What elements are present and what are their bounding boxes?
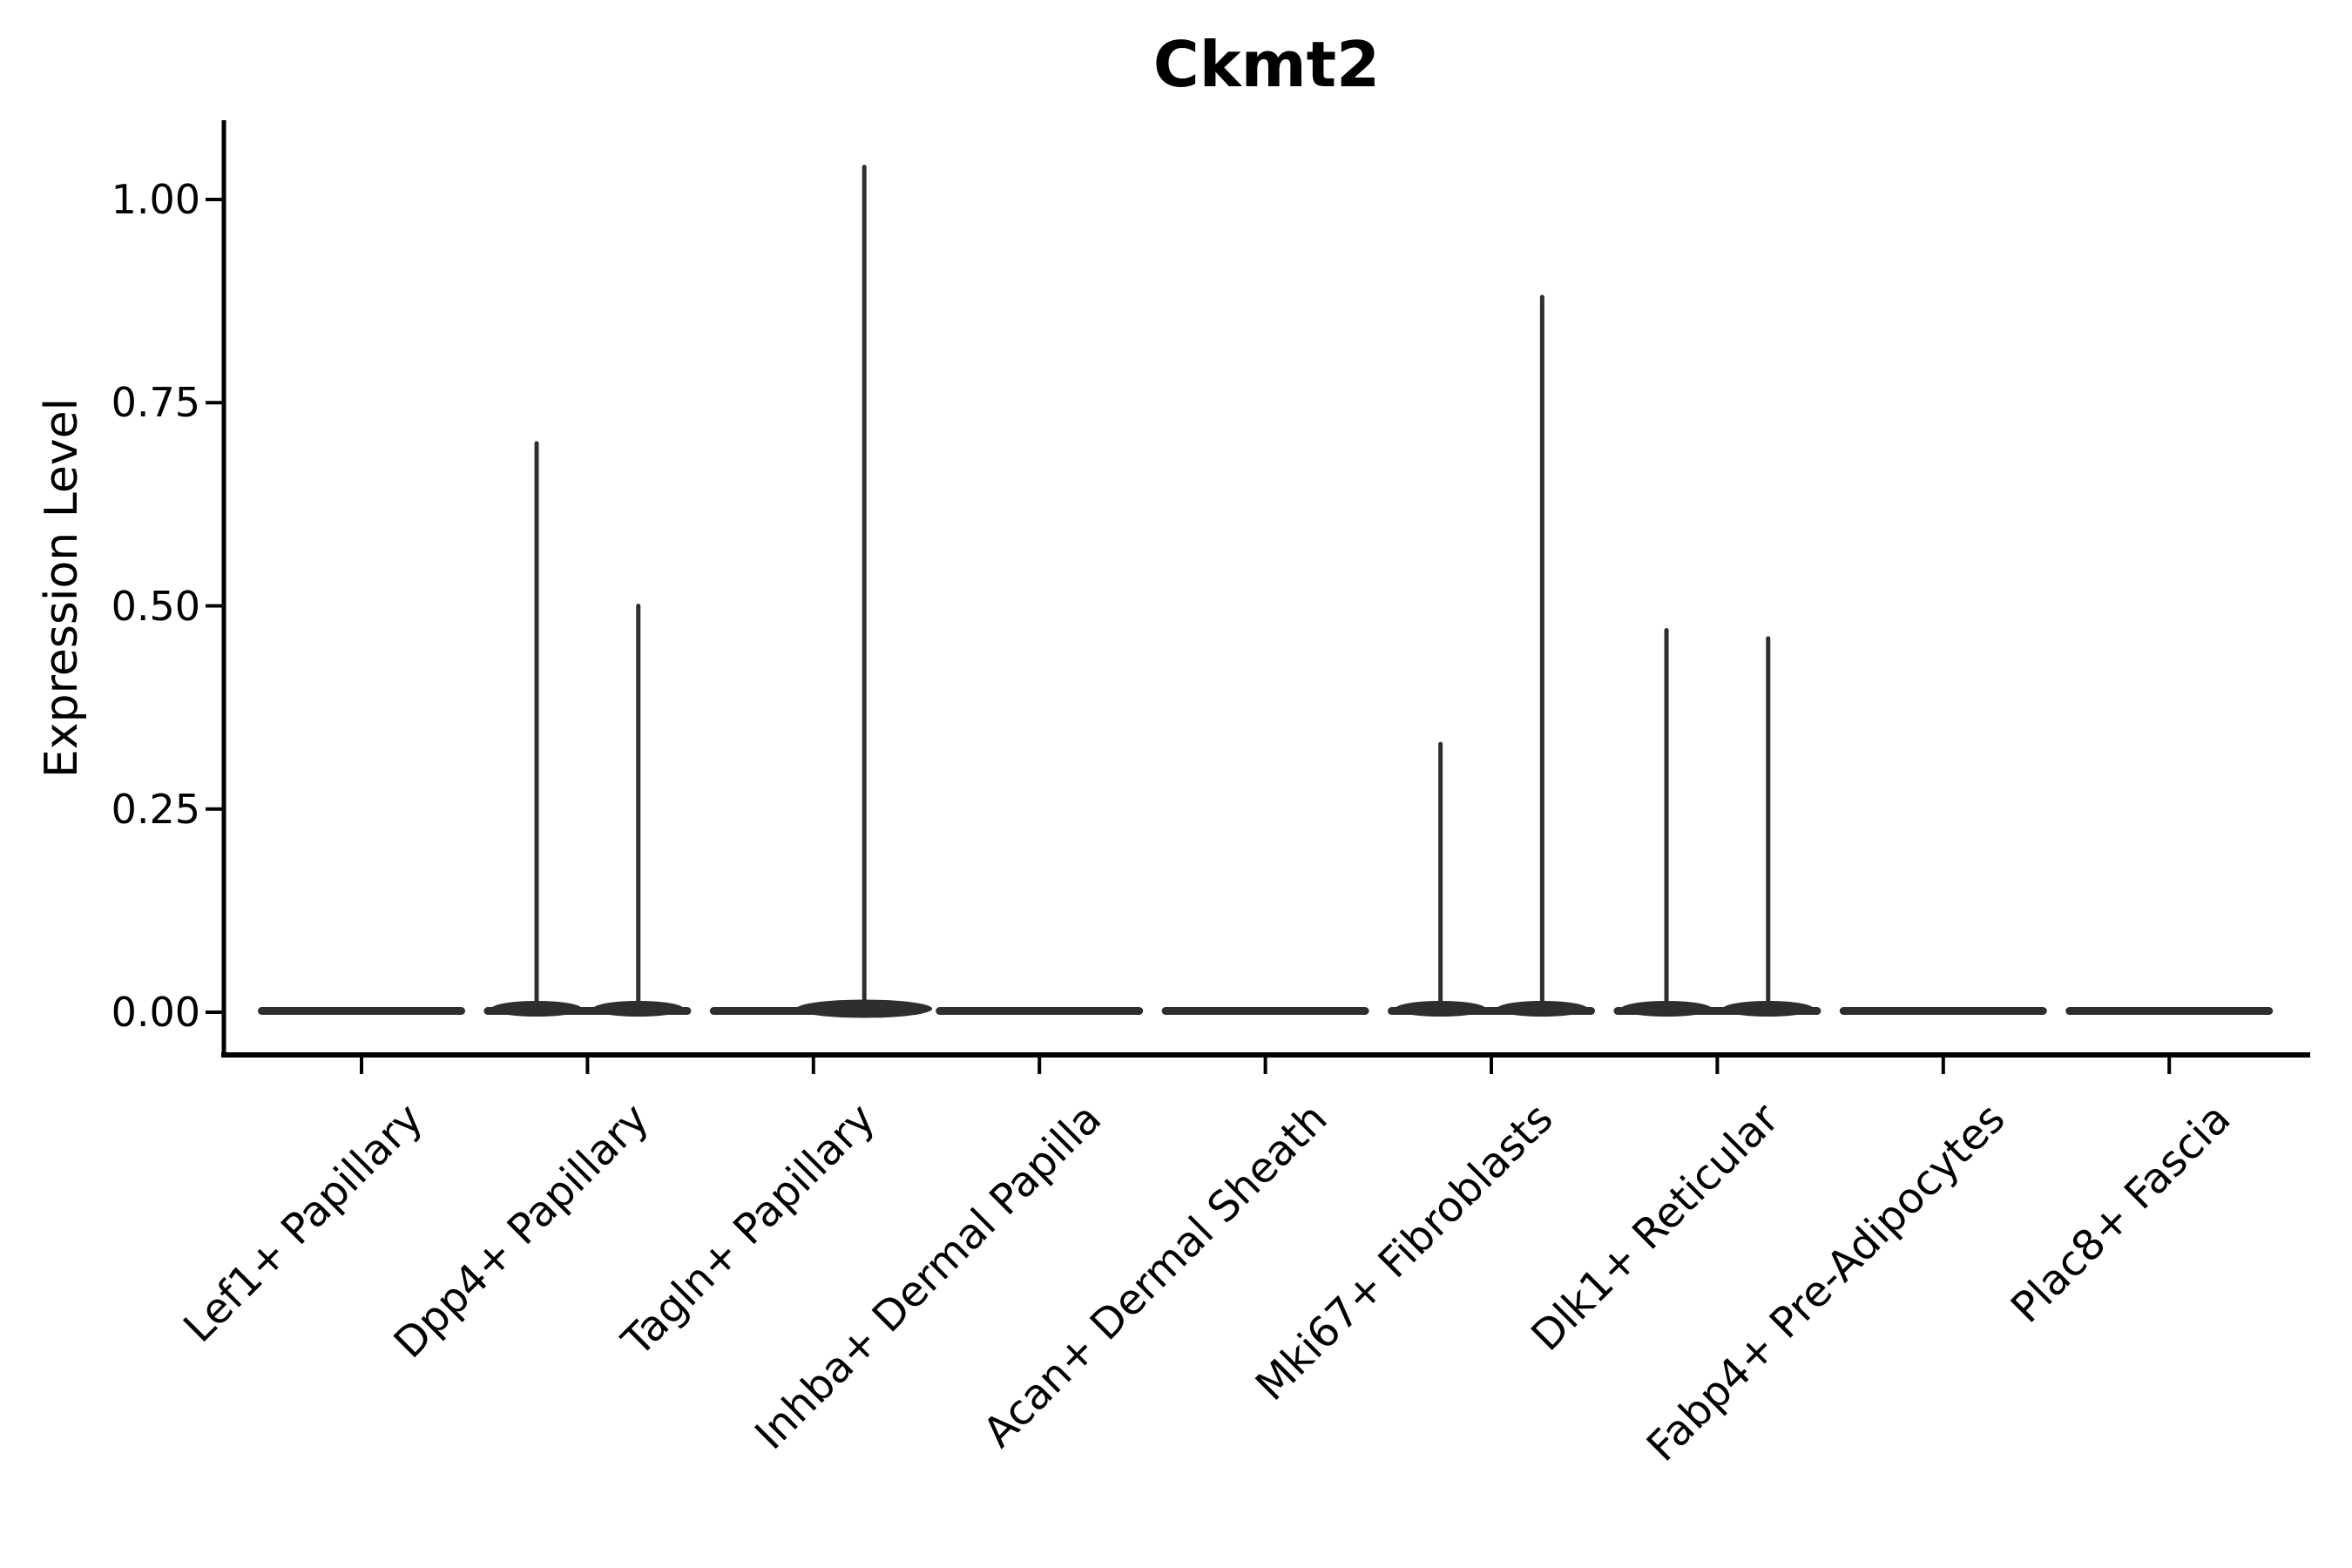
violin-body (936, 1007, 1144, 1015)
y-tick-label: 0.00 (111, 989, 200, 1036)
violin-body (1613, 1007, 1821, 1015)
y-tick-label: 0.75 (111, 379, 200, 427)
violin-body (1839, 1007, 2047, 1015)
y-tick-label: 0.50 (111, 582, 200, 630)
violin-body (709, 1007, 917, 1015)
violin-body (483, 1007, 692, 1015)
violin-body (258, 1007, 465, 1015)
violin-body (2065, 1007, 2274, 1015)
y-tick-label: 1.00 (111, 176, 200, 223)
y-tick-label: 0.25 (111, 785, 200, 833)
violin-body (1161, 1007, 1369, 1015)
violin-body (1388, 1007, 1595, 1015)
plot-title: Ckmt2 (1152, 28, 1381, 101)
